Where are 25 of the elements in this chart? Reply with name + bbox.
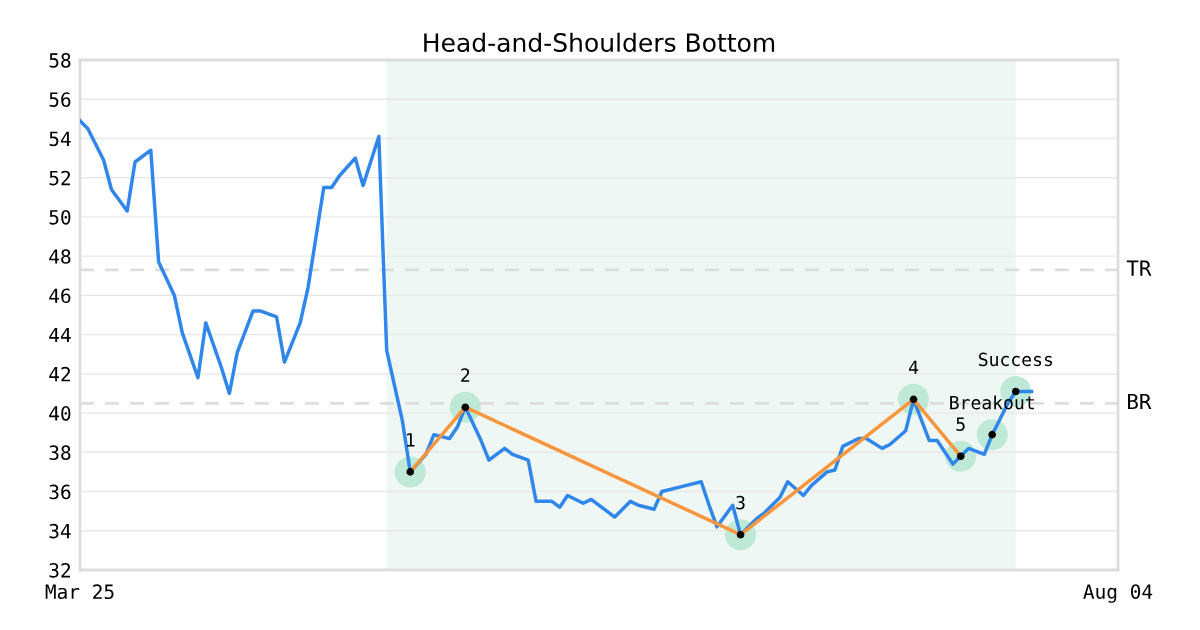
- annotation: 3: [736, 495, 745, 510]
- y-tick-label: 46: [49, 288, 71, 304]
- chart-title: Head-and-Shoulders Bottom: [424, 32, 775, 53]
- y-tick-label: 44: [49, 327, 71, 343]
- y-tick-label: 34: [49, 523, 71, 539]
- ref-line-label: BR: [1128, 393, 1152, 410]
- y-tick-label: 58: [49, 53, 71, 68]
- annotation: 2: [461, 368, 470, 382]
- y-tick-label: 40: [49, 406, 71, 421]
- annotation: Success: [978, 352, 1053, 367]
- annotation: 5: [956, 417, 965, 431]
- annotation: 1: [407, 433, 415, 447]
- y-tick-label: 36: [49, 484, 71, 500]
- y-tick-label: 42: [49, 366, 71, 382]
- y-tick-label: 48: [49, 249, 71, 264]
- y-tick-label: 54: [49, 131, 71, 147]
- y-tick-label: 38: [49, 445, 71, 461]
- y-tick-label: 56: [49, 92, 71, 107]
- y-tick-label: 32: [49, 563, 71, 578]
- annotation: 4: [909, 360, 919, 374]
- x-tick-label: Aug 04: [1083, 584, 1153, 603]
- y-tick-label: 50: [49, 209, 71, 225]
- x-tick-label: Mar 25: [45, 584, 114, 600]
- y-tick-label: 52: [49, 170, 71, 186]
- ref-line-label: TR: [1126, 260, 1152, 276]
